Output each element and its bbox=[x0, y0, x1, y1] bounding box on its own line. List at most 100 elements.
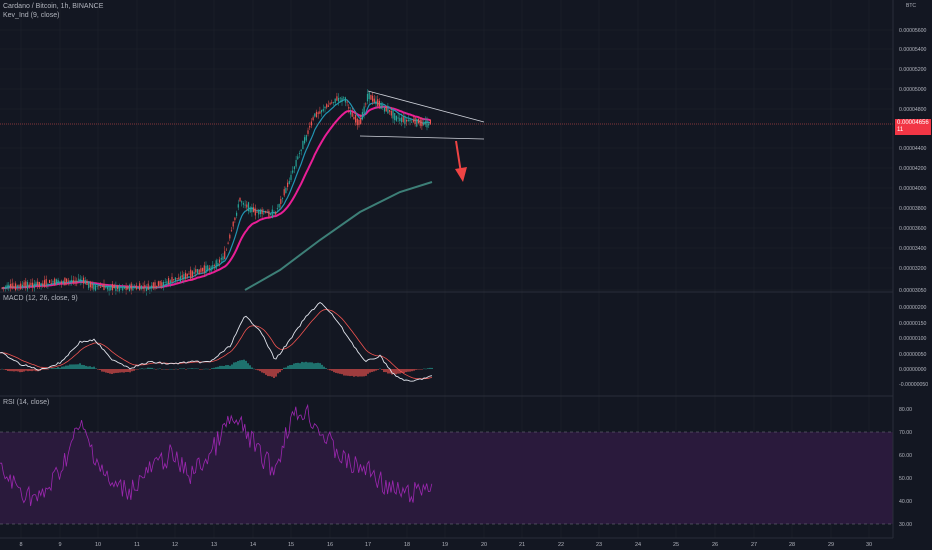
price-tick-label: 0.00003400 bbox=[899, 246, 927, 252]
candle-body bbox=[242, 203, 244, 205]
candle-body bbox=[346, 101, 348, 103]
macd-legend[interactable]: MACD (12, 26, close, 9) bbox=[3, 295, 78, 302]
price-tick-label: 0.00005000 bbox=[899, 87, 927, 93]
candle-body bbox=[71, 279, 73, 283]
macd-histogram-bar bbox=[421, 369, 423, 370]
macd-histogram-bar bbox=[103, 369, 105, 372]
macd-histogram-bar bbox=[321, 364, 323, 369]
macd-histogram-bar bbox=[207, 368, 209, 370]
candle-body bbox=[125, 286, 127, 290]
macd-histogram-bar bbox=[411, 369, 413, 372]
candle-body bbox=[66, 278, 68, 283]
symbol-title[interactable]: Cardano / Bitcoin, 1h, BINANCE bbox=[3, 3, 104, 10]
rsi-pane[interactable] bbox=[0, 403, 893, 525]
macd-histogram-bar bbox=[113, 369, 115, 374]
candle-body bbox=[237, 204, 239, 208]
candle-body bbox=[355, 115, 357, 123]
price-tick-label: 0.00004200 bbox=[899, 166, 927, 172]
macd-histogram-bar bbox=[235, 362, 237, 369]
macd-histogram-bar bbox=[343, 369, 345, 376]
time-tick-label: 15 bbox=[288, 542, 294, 548]
macd-histogram-bar bbox=[95, 368, 97, 369]
candle-body bbox=[353, 117, 355, 120]
macd-histogram-bar bbox=[159, 368, 161, 370]
candle-body bbox=[225, 249, 227, 251]
candle-body bbox=[351, 112, 353, 117]
macd-histogram-bar bbox=[9, 369, 11, 372]
macd-histogram-bar bbox=[217, 366, 219, 369]
macd-histogram-bar bbox=[337, 369, 339, 374]
macd-histogram-bar bbox=[23, 369, 25, 372]
candle-body bbox=[32, 282, 34, 288]
macd-histogram-bar bbox=[277, 369, 279, 374]
candle-body bbox=[166, 281, 168, 284]
price-axis[interactable]: 0.00005600 0.00005400 0.00005200 0.00005000… bbox=[899, 28, 928, 528]
macd-histogram-bar bbox=[281, 369, 283, 371]
macd-histogram-bar bbox=[51, 368, 53, 369]
macd-histogram-bar bbox=[431, 367, 433, 369]
macd-histogram-bar bbox=[311, 362, 313, 369]
candle-body bbox=[45, 279, 47, 285]
candle-body bbox=[261, 209, 263, 215]
candle-body bbox=[16, 285, 18, 287]
macd-histogram-bar bbox=[169, 368, 171, 370]
candle-body bbox=[142, 287, 144, 289]
candle-body bbox=[244, 204, 246, 206]
macd-histogram-bar bbox=[345, 369, 347, 376]
macd-histogram-bar bbox=[295, 363, 297, 369]
triangle-upper-trendline[interactable] bbox=[367, 90, 485, 123]
candle-body bbox=[259, 209, 261, 215]
macd-histogram-bar bbox=[243, 359, 245, 369]
triangle-lower-trendline[interactable] bbox=[359, 135, 485, 140]
candle-body bbox=[360, 117, 362, 125]
candle-body bbox=[54, 278, 56, 285]
candle-body bbox=[103, 283, 105, 291]
candle-body bbox=[409, 119, 411, 122]
macd-histogram-bar bbox=[21, 369, 23, 373]
candle-body bbox=[30, 282, 32, 286]
price-pane[interactable] bbox=[0, 89, 893, 296]
candle-body bbox=[49, 280, 51, 283]
candle-body bbox=[74, 280, 76, 282]
macd-histogram-bar bbox=[15, 369, 17, 372]
macd-histogram-bar bbox=[241, 360, 243, 369]
candle-body bbox=[227, 242, 229, 244]
macd-histogram-bar bbox=[199, 369, 201, 370]
macd-histogram-bar bbox=[315, 363, 317, 369]
macd-histogram-bar bbox=[369, 369, 371, 373]
macd-histogram-bar bbox=[109, 369, 111, 374]
candle-body bbox=[127, 287, 129, 290]
candle-body bbox=[200, 268, 202, 273]
time-axis[interactable]: 8 9 10 11 12 13 14 15 16 17 18 19 20 21 22 23 24 25 26 27 28… bbox=[19, 542, 872, 548]
macd-histogram-bar bbox=[123, 369, 125, 373]
macd-histogram-bar bbox=[413, 369, 415, 371]
rsi-legend[interactable]: RSI (14, close) bbox=[3, 399, 50, 406]
candle-body bbox=[98, 285, 100, 287]
candle-body bbox=[297, 156, 299, 160]
candle-body bbox=[370, 95, 372, 100]
macd-histogram-bar bbox=[291, 364, 293, 369]
macd-histogram-bar bbox=[425, 368, 427, 370]
candle-body bbox=[164, 281, 166, 283]
down-arrow-icon[interactable] bbox=[455, 140, 467, 182]
candle-body bbox=[101, 286, 103, 288]
current-price-value: 0.00004656 bbox=[897, 120, 929, 126]
candle-body bbox=[123, 286, 125, 289]
rsi-tick-label: 70.00 bbox=[899, 430, 912, 436]
macd-histogram-bar bbox=[355, 369, 357, 377]
macd-pane[interactable] bbox=[0, 301, 433, 382]
macd-histogram-bar bbox=[67, 365, 69, 369]
macd-histogram-bar bbox=[373, 369, 375, 372]
macd-histogram-bar bbox=[101, 369, 103, 372]
indicator-legend[interactable]: Kev_Ind (9, close) bbox=[3, 12, 60, 19]
macd-histogram-bar bbox=[405, 369, 407, 373]
candle-body bbox=[208, 267, 210, 269]
macd-histogram-bar bbox=[389, 369, 391, 374]
macd-histogram-bar bbox=[41, 369, 43, 370]
slow-ma-path bbox=[244, 181, 433, 291]
time-tick-label: 20 bbox=[481, 542, 487, 548]
macd-histogram-bar bbox=[189, 368, 191, 370]
candle-body bbox=[50, 283, 52, 285]
candle-body bbox=[263, 212, 265, 214]
